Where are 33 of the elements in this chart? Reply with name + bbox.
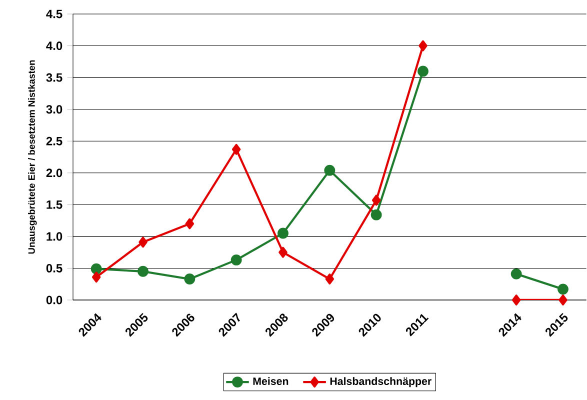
y-tick-label: 4.5: [46, 10, 62, 18]
point: [138, 266, 148, 277]
y-tick-label: 3.0: [46, 105, 62, 114]
point: [278, 228, 288, 239]
point: [372, 194, 381, 206]
y-axis-title: Unausgebrütete Eier / besetztem Nistkasten: [28, 60, 37, 254]
legend-label: Meisen: [253, 377, 288, 386]
point: [232, 144, 241, 155]
y-tick-label: 0.0: [46, 296, 62, 304]
point: [558, 294, 568, 306]
point: [90, 263, 102, 274]
y-tick-label: 1.0: [46, 232, 62, 241]
point: [325, 274, 334, 284]
point: [184, 274, 196, 284]
point: [92, 272, 101, 283]
y-tick-label: 1.5: [46, 200, 62, 209]
y-tick-label: 0.5: [46, 264, 62, 272]
y-tick-label: 3.5: [46, 73, 62, 82]
point: [370, 209, 382, 220]
y-tick-label: 2.0: [46, 168, 62, 178]
y-tick-label: 4.0: [46, 42, 62, 50]
legend-label: Halsbandschnäpper: [330, 377, 432, 388]
point: [418, 40, 428, 52]
y-tick-label: 2.5: [46, 136, 62, 146]
point: [512, 294, 521, 306]
point: [278, 246, 288, 258]
point: [230, 254, 242, 266]
point: [558, 284, 568, 295]
point: [510, 268, 522, 280]
point: [418, 66, 428, 77]
point: [138, 236, 148, 248]
point: [324, 164, 336, 176]
point: [185, 218, 194, 230]
